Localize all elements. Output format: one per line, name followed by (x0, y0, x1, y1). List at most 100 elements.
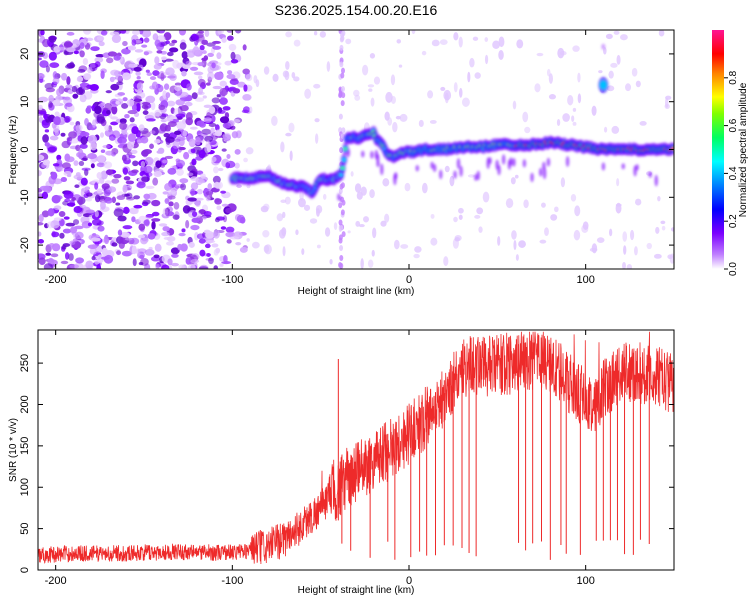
noise-speck (136, 181, 146, 189)
x-tick-label: -100 (221, 274, 243, 286)
noise-speck (175, 99, 185, 106)
noise-speck (78, 196, 83, 206)
noise-speck (151, 218, 161, 222)
noise-speck (219, 263, 224, 267)
noise-speck (152, 177, 159, 186)
noise-speck (316, 208, 320, 217)
noise-speck (38, 239, 45, 244)
noise-speck (165, 92, 171, 99)
noise-speck (38, 57, 42, 61)
noise-speck (60, 260, 69, 265)
noise-speck (111, 196, 117, 204)
noise-speck (190, 182, 199, 190)
noise-speck (213, 265, 218, 269)
noise-speck (430, 213, 435, 219)
noise-speck (154, 243, 162, 252)
noise-speck (230, 59, 239, 64)
noise-speck (165, 241, 175, 246)
noise-speck (111, 242, 118, 247)
noise-speck (142, 110, 149, 115)
noise-speck (204, 30, 210, 37)
noise-speck (49, 135, 59, 141)
noise-speck (84, 118, 89, 126)
streak-speck (338, 202, 343, 209)
noise-speck (71, 85, 78, 93)
noise-speck (534, 83, 541, 93)
noise-speck (198, 238, 206, 244)
noise-speck (298, 197, 306, 208)
noise-speck (246, 238, 250, 242)
noise-speck (65, 102, 73, 107)
noise-speck (163, 133, 170, 138)
noise-speck (63, 191, 74, 199)
colorbar-tick-label: 0.8 (728, 70, 739, 84)
noise-speck (174, 82, 182, 86)
noise-speck (142, 148, 153, 155)
noise-speck (66, 76, 71, 86)
noise-speck (149, 130, 156, 135)
noise-speck (85, 260, 94, 269)
noise-speck (181, 70, 187, 77)
noise-speck (91, 218, 102, 226)
noise-speck (263, 66, 270, 75)
noise-speck (144, 248, 155, 256)
noise-speck (188, 138, 196, 148)
y-tick-label: 200 (19, 395, 31, 413)
noise-speck (201, 39, 209, 45)
noise-speck (167, 75, 176, 79)
noise-speck (85, 106, 92, 114)
noise-speck (72, 238, 78, 242)
y-tick-label: -10 (19, 189, 31, 205)
noise-speck (467, 174, 475, 178)
noise-speck (356, 191, 363, 200)
noise-speck (41, 210, 50, 218)
noise-speck (69, 121, 75, 126)
noise-speck (400, 244, 409, 249)
noise-speck (196, 188, 203, 195)
noise-speck (44, 142, 50, 147)
noise-speck (73, 205, 83, 214)
noise-speck (655, 226, 660, 234)
noise-speck (201, 215, 207, 220)
noise-speck (158, 104, 166, 111)
noise-speck (608, 228, 613, 237)
track-smear (509, 157, 513, 166)
noise-speck (155, 263, 160, 269)
noise-speck (121, 103, 129, 109)
streak-speck (341, 231, 346, 238)
noise-speck (74, 231, 84, 240)
noise-speck (131, 169, 139, 174)
streak-speck (340, 85, 345, 92)
noise-speck (288, 122, 295, 133)
noise-speck (60, 177, 68, 183)
noise-speck (190, 224, 200, 231)
noise-speck (222, 106, 231, 111)
noise-speck (221, 37, 227, 43)
noise-speck (75, 87, 86, 96)
colorbar-tick-label: 0.0 (728, 262, 739, 276)
noise-speck (280, 199, 287, 203)
noise-speck (167, 195, 176, 200)
noise-speck (368, 88, 373, 92)
noise-speck (396, 39, 402, 44)
noise-speck (505, 198, 514, 209)
noise-speck (135, 102, 141, 112)
track-smear (370, 150, 374, 159)
snr-panel: -200 -100 0 100 0 50 100 150 200 250 Height of s… (8, 329, 675, 596)
noise-speck (133, 195, 141, 200)
noise-speck (53, 217, 62, 222)
noise-speck (202, 50, 207, 55)
noise-speck (467, 71, 471, 83)
y-tick-label: -20 (19, 237, 31, 253)
noise-speck (263, 244, 270, 253)
noise-speck (131, 216, 136, 223)
noise-speck (162, 90, 167, 100)
streak-speck (339, 255, 344, 262)
noise-speck (122, 184, 128, 193)
noise-speck (79, 42, 85, 49)
noise-speck (140, 160, 146, 168)
noise-speck (39, 60, 49, 68)
noise-speck (205, 191, 214, 196)
track-smear (601, 162, 606, 171)
noise-speck (164, 207, 170, 217)
